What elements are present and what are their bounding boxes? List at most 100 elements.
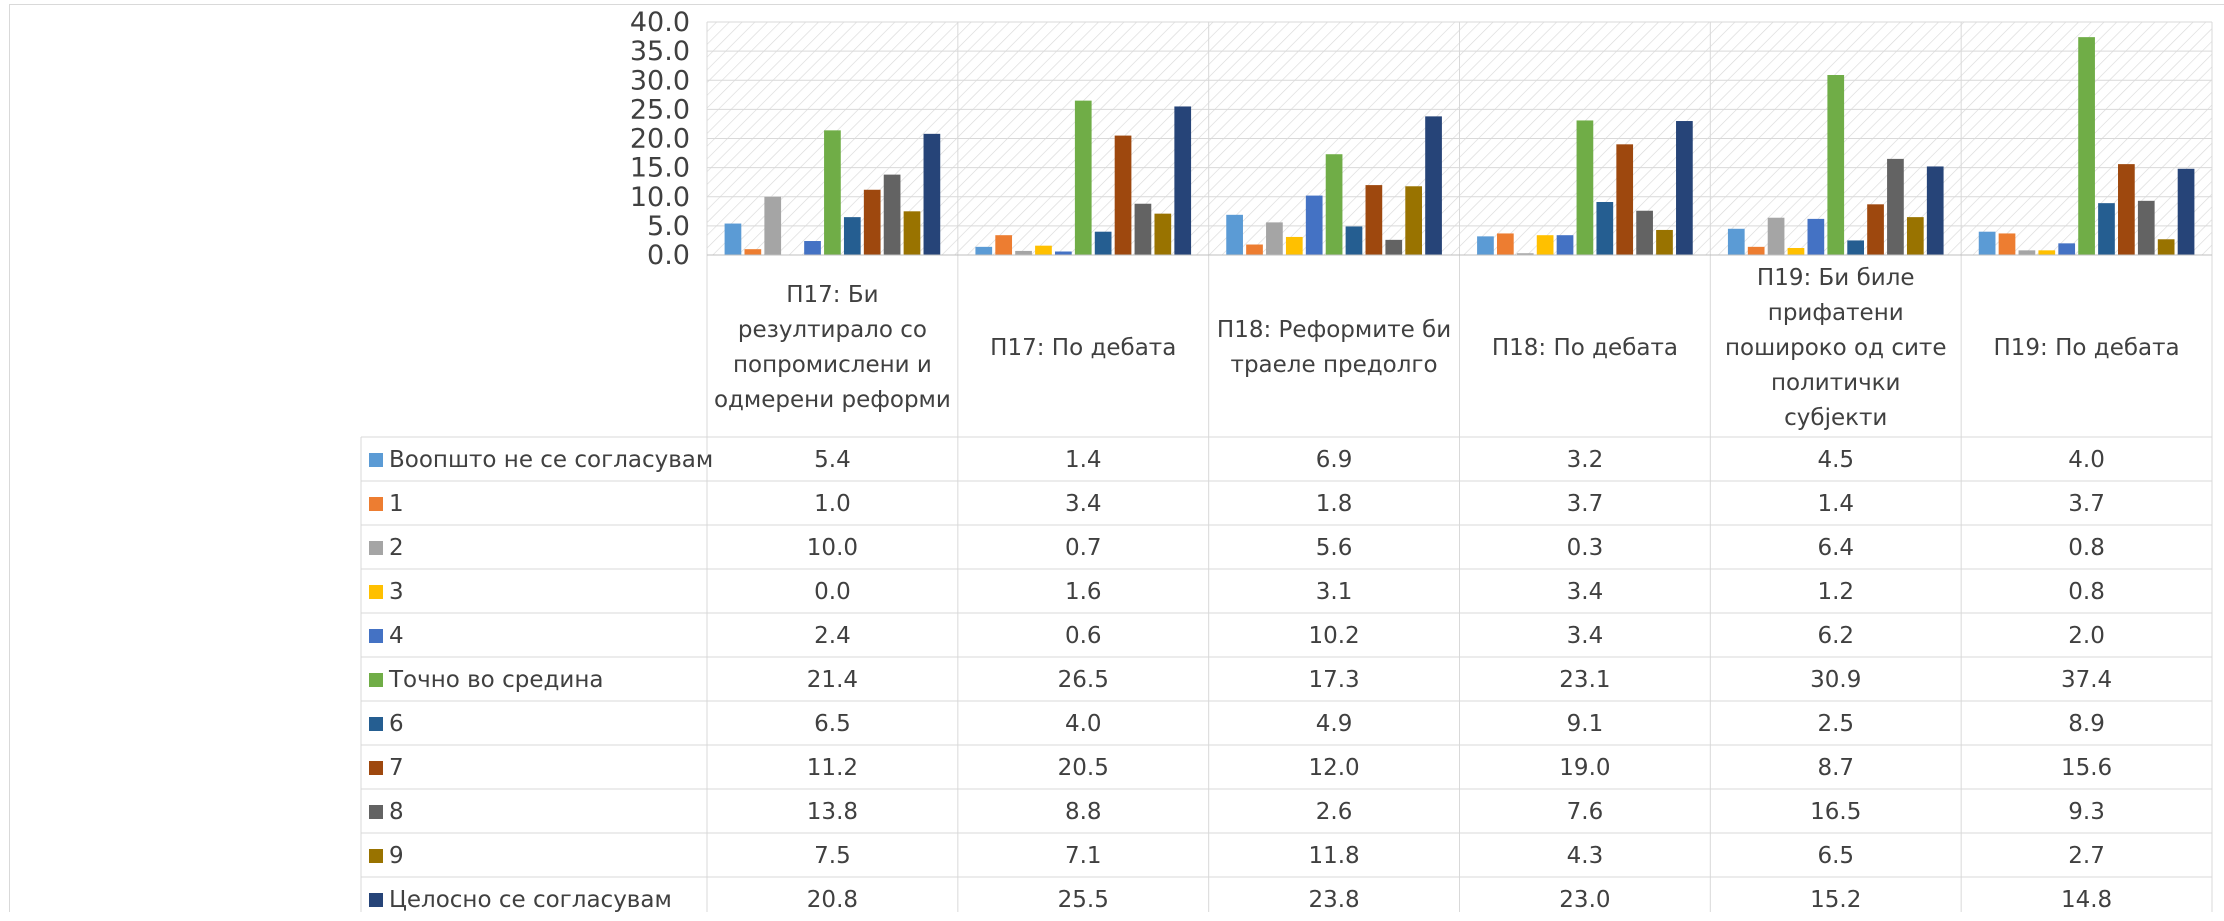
y-tick-label: 40.0 bbox=[630, 7, 690, 38]
legend-swatch bbox=[369, 540, 383, 555]
legend-label: 6 bbox=[389, 710, 404, 737]
bar bbox=[1636, 210, 1653, 255]
bar bbox=[1477, 236, 1494, 255]
table-cell: 6.2 bbox=[1817, 622, 1855, 649]
table-cell: 1.2 bbox=[1817, 578, 1855, 605]
y-tick-label: 20.0 bbox=[630, 124, 690, 155]
bar bbox=[1405, 186, 1423, 255]
bars bbox=[724, 37, 2195, 256]
bar bbox=[1978, 231, 1996, 255]
bar bbox=[1226, 214, 1243, 255]
bar bbox=[1305, 195, 1323, 255]
table-cell: 2.7 bbox=[2068, 842, 2105, 869]
bar bbox=[1998, 233, 2016, 255]
table-cell: 2.4 bbox=[814, 622, 851, 649]
bar bbox=[2078, 37, 2095, 255]
legend-label: Точно во средина bbox=[389, 666, 604, 693]
bar bbox=[1266, 222, 1283, 255]
bar bbox=[1325, 154, 1343, 255]
bar bbox=[863, 189, 881, 255]
table-cell: 3.7 bbox=[1566, 490, 1604, 517]
table-cell: 1.0 bbox=[814, 490, 851, 517]
bar bbox=[2018, 250, 2036, 255]
data-table-grid bbox=[360, 22, 2213, 912]
legend-entry: 7 bbox=[363, 746, 706, 789]
y-tick-label: 25.0 bbox=[630, 94, 690, 125]
bar bbox=[923, 133, 941, 255]
bar bbox=[764, 196, 782, 255]
bar bbox=[1616, 144, 1634, 255]
table-cell: 3.2 bbox=[1566, 446, 1604, 473]
chart-frame bbox=[9, 4, 2224, 912]
legend-label: 7 bbox=[389, 754, 404, 781]
table-cell: 4.0 bbox=[1064, 710, 1102, 737]
legend-entry: 3 bbox=[363, 570, 706, 613]
bar bbox=[903, 211, 921, 255]
bar bbox=[1747, 246, 1765, 255]
table-cell: 15.2 bbox=[1810, 886, 1862, 913]
bar bbox=[1074, 100, 1092, 255]
legend-entry: 4 bbox=[363, 614, 706, 657]
bar bbox=[1727, 228, 1745, 255]
table-cell: 15.6 bbox=[2060, 754, 2113, 781]
legend-label: 1 bbox=[389, 490, 404, 517]
table-cell: 0.0 bbox=[814, 578, 851, 605]
bar bbox=[1516, 253, 1534, 255]
table-cell: 1.4 bbox=[1064, 446, 1102, 473]
legend-swatch bbox=[369, 804, 383, 819]
legend-label: 4 bbox=[389, 622, 404, 649]
bar bbox=[1827, 75, 1845, 255]
legend-label: Целосно се согласувам bbox=[389, 886, 672, 913]
legend-entry: Целосно се согласувам bbox=[363, 878, 706, 921]
table-cell: 9.1 bbox=[1566, 710, 1604, 737]
bar bbox=[1154, 213, 1172, 255]
legend-label: Воопшто не се согласувам bbox=[389, 446, 714, 473]
table-cell: 23.0 bbox=[1559, 886, 1611, 913]
table-cell: 4.3 bbox=[1566, 842, 1604, 869]
legend-entry: 2 bbox=[363, 526, 706, 569]
bar bbox=[1114, 135, 1132, 255]
bar bbox=[2098, 203, 2115, 255]
legend-swatch bbox=[369, 628, 383, 643]
bar bbox=[1767, 217, 1785, 255]
table-cell: 6.5 bbox=[1817, 842, 1855, 869]
category-label: П17: По дебата bbox=[990, 334, 1177, 361]
legend-label: 8 bbox=[389, 798, 404, 825]
legend-swatch bbox=[369, 452, 383, 467]
y-tick-label: 30.0 bbox=[630, 65, 690, 96]
bar bbox=[1576, 120, 1594, 255]
table-cell: 10.2 bbox=[1308, 622, 1360, 649]
table-cell: 9.3 bbox=[2068, 798, 2105, 825]
bar bbox=[2137, 200, 2155, 255]
bar bbox=[843, 217, 861, 255]
table-cell: 2.6 bbox=[1315, 798, 1353, 825]
bar bbox=[1425, 116, 1442, 256]
bar bbox=[1055, 251, 1072, 255]
bar bbox=[1676, 121, 1693, 256]
table-cell: 30.9 bbox=[1810, 666, 1862, 693]
table-cell: 0.8 bbox=[2068, 578, 2105, 605]
table-cell: 2.0 bbox=[2068, 622, 2105, 649]
category-label: П19: Би биле прифатени пошироко од сите … bbox=[1725, 264, 1947, 431]
table-cell: 7.5 bbox=[814, 842, 851, 869]
y-tick-label: 10.0 bbox=[630, 182, 690, 213]
table-cell: 1.6 bbox=[1064, 578, 1102, 605]
table-cell: 19.0 bbox=[1559, 754, 1611, 781]
bar bbox=[1656, 229, 1673, 255]
category-label: П18: Реформите би траеле предолго bbox=[1216, 317, 1452, 378]
table-cell: 11.2 bbox=[806, 754, 859, 781]
bar bbox=[1536, 235, 1554, 255]
bar bbox=[2177, 168, 2195, 255]
bar bbox=[1496, 233, 1514, 255]
y-tick-label: 5.0 bbox=[647, 211, 690, 242]
table-cell: 0.8 bbox=[2068, 534, 2105, 561]
table-cell: 3.4 bbox=[1566, 578, 1604, 605]
bar bbox=[1867, 204, 1884, 255]
table-cell: 5.4 bbox=[814, 446, 851, 473]
table-cell: 3.1 bbox=[1315, 578, 1353, 605]
bar bbox=[1015, 250, 1032, 255]
category-label: П17: Би резултирало со попромислени и од… bbox=[713, 282, 951, 413]
legend-entry: 8 bbox=[363, 790, 706, 833]
table-cell: 20.8 bbox=[806, 886, 859, 913]
table-cell: 13.8 bbox=[806, 798, 859, 825]
